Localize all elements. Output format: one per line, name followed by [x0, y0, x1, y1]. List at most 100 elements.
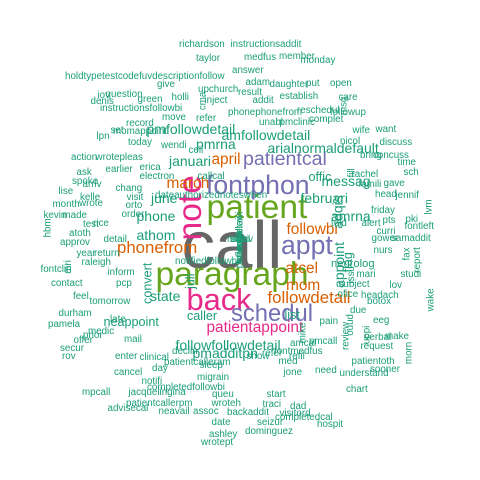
cloud-word-durham: durham [58, 308, 92, 319]
cloud-word-atoth: atoth [69, 228, 91, 239]
cloud-word-date: date [211, 417, 231, 428]
cloud-word-wife: wife [352, 125, 370, 136]
cloud-word-made: made [62, 210, 88, 221]
cloud-word-chang: chang [115, 183, 143, 194]
cloud-word-notifi: notifi [141, 376, 163, 387]
cloud-word-electron: electron [139, 171, 175, 182]
cloud-word-msg: msg [337, 96, 349, 116]
cloud-word-answer: answer [232, 65, 264, 76]
cloud-word-secur: secur [60, 343, 84, 354]
cloud-word-arialnormaldefault: arialnormaldefault [267, 140, 379, 156]
cloud-word-issu: issu [345, 266, 357, 284]
cloud-word-care: care [338, 92, 358, 103]
cloud-word-followbi: followbi [286, 220, 338, 238]
cloud-word-callcal: callcal [197, 171, 225, 182]
cloud-word-mri: mri [62, 260, 74, 274]
cloud-word-cancel: cancel [114, 367, 143, 378]
cloud-word-monday: monday [300, 55, 336, 66]
cloud-word-time: time [397, 157, 417, 168]
cloud-word-sooner: sooner [370, 364, 400, 375]
cloud-word-schedul: schedul [231, 300, 314, 327]
cloud-word-upchurch: upchurch [198, 84, 239, 95]
cloud-word-followfollowdetail: followfollowdetail [175, 337, 281, 353]
cloud-word-rice: rice [93, 218, 109, 229]
cloud-word-gave: gave [383, 178, 405, 189]
cloud-word-green: green [137, 94, 163, 105]
cloud-word-februari: februari [300, 190, 348, 206]
cloud-word-lise: lise [58, 186, 74, 197]
cloud-word-fontclin: fontclin [40, 264, 72, 275]
cloud-word-famili: famili [358, 179, 382, 190]
cloud-word-holdtypetestcodefuvdescriptionfollow: holdtypetestcodefuvdescriptionfollow [65, 71, 225, 82]
cloud-word-patient: patient [206, 189, 308, 226]
cloud-word-mpcall: mpcall [82, 387, 111, 398]
cloud-word-amrna: amrna [331, 208, 371, 224]
cloud-word-wroteh: wroteh [211, 398, 241, 409]
cloud-word-medic: medic [88, 326, 115, 337]
cloud-word-day: day [152, 363, 168, 374]
cloud-word-patientcal: patientcal [243, 148, 327, 170]
cloud-word-reschedul: reschedul [297, 105, 340, 116]
cloud-word-lpn: lpn [96, 131, 110, 142]
cloud-word-patientoth: patientoth [351, 356, 395, 367]
cloud-word-tone: tone [234, 230, 246, 250]
cloud-word-ashley: ashley [209, 429, 238, 440]
cloud-word-schd: schd [229, 234, 251, 245]
cloud-word-jone: jone [283, 367, 303, 378]
cloud-word-neappoint: neappoint [103, 314, 159, 329]
cloud-word-pain: pain [319, 316, 339, 327]
cloud-word-april: april [211, 150, 241, 168]
cloud-word-list: list [284, 307, 300, 322]
cloud-word-richardson: richardson [179, 39, 225, 50]
cloud-word-seizur: seizur [257, 417, 284, 428]
cloud-word-pmclinic: pmclinic [279, 117, 315, 128]
cloud-word-med: med [278, 356, 298, 367]
cloud-word-rachel: rachel [351, 169, 379, 180]
cloud-word-back: back [186, 281, 252, 317]
cloud-word-amfollowdetail: amfollowdetail [221, 127, 311, 143]
cloud-word-spoke: spoke [72, 176, 99, 187]
cloud-word-approv: approv [60, 237, 90, 248]
cloud-word-jennif: jennif [395, 190, 419, 201]
cloud-word-iov: iov [97, 90, 111, 101]
cloud-word-pmfollowdetail: pmfollowdetail [146, 121, 236, 137]
cloud-word-taylor: taylor [196, 53, 220, 64]
cloud-word-start: start [266, 389, 286, 400]
cloud-word-make: make [385, 331, 409, 342]
cloud-word-fontleft: fontleft [404, 221, 434, 232]
cloud-word-dad: dad [290, 401, 307, 412]
cloud-word-record: record [126, 118, 154, 129]
cloud-word-due: due [350, 305, 367, 316]
cloud-word-patientappoint: patientappoint [206, 318, 304, 336]
cloud-word-pamela: pamela [48, 319, 81, 330]
cloud-word-addit: addit [252, 95, 274, 106]
cloud-word-open: open [330, 78, 352, 89]
cloud-word-return: return [94, 248, 120, 259]
cloud-word-visitord: visitord [279, 408, 311, 419]
cloud-word-pcp: pcp [116, 278, 132, 289]
cloud-word-understand: understand [339, 368, 389, 379]
cloud-word-convert: convert [139, 262, 154, 304]
cloud-word-receiv: receiv [227, 234, 254, 245]
cloud-word-month: month [52, 199, 80, 210]
cloud-word-traci: traci [262, 399, 282, 410]
cloud-word-januari: januari [169, 153, 212, 169]
cloud-word-wrotepleas: wrotepleas [95, 152, 143, 163]
cloud-word-phonefrom: phonefrom [117, 237, 198, 257]
cloud-word-arriv: arriv [82, 179, 102, 190]
cloud-word-rov: rov [62, 351, 76, 362]
cloud-word-pki: pki [405, 214, 419, 225]
cloud-word-offic: offic [308, 169, 332, 184]
cloud-word-concuss: concuss [373, 150, 409, 161]
cloud-word-nicol: nicol [340, 136, 361, 147]
cloud-word-holli: holli [171, 92, 189, 103]
cloud-word-fill: fill [346, 168, 358, 178]
cloud-word-order: order [121, 209, 145, 220]
cloud-word-result: result [238, 87, 262, 98]
cloud-word-phone: phone [136, 208, 176, 224]
cloud-word-give: give [157, 79, 175, 90]
cloud-word-completedfollowbi: completedfollowbi [147, 382, 225, 393]
cloud-word-momappoint: momappoint [113, 126, 167, 137]
cloud-word-notifiedfollowbi: notifiedfollowbi [175, 256, 240, 267]
